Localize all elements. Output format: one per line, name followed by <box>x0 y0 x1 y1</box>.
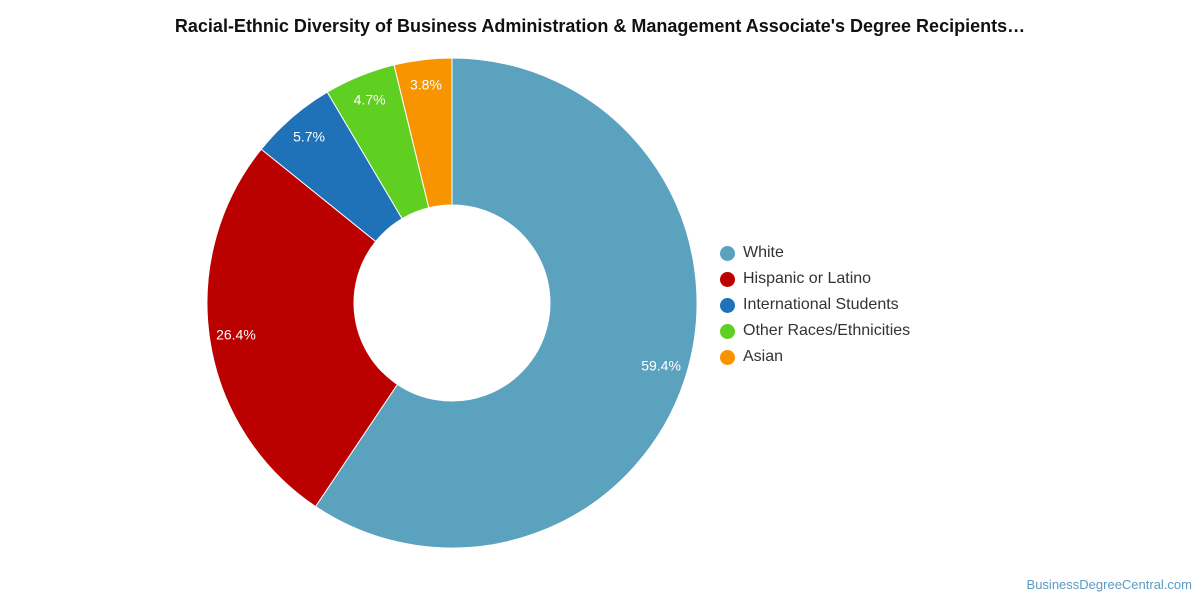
legend-swatch-icon <box>720 245 735 261</box>
legend-swatch-icon <box>720 349 735 365</box>
legend-item-asian[interactable]: Asian <box>720 344 910 370</box>
legend-item-hispanic-or-latino[interactable]: Hispanic or Latino <box>720 266 910 292</box>
slice-hispanic-or-latino[interactable] <box>206 148 399 508</box>
slice-label-international-students: 5.7% <box>293 128 325 144</box>
legend-label: International Students <box>743 296 899 313</box>
legend-label: Other Races/Ethnicities <box>743 322 911 339</box>
slice-asian[interactable] <box>393 57 453 209</box>
legend-swatch-icon <box>720 297 735 313</box>
slice-label-asian: 3.8% <box>410 77 442 93</box>
legend-item-international-students[interactable]: International Students <box>720 292 910 318</box>
legend-swatch-icon <box>720 271 735 287</box>
legend-label: Asian <box>743 348 784 365</box>
chart-legend: White Hispanic or Latino International Stu… <box>720 240 910 370</box>
slice-label-white: 59.4% <box>641 357 681 373</box>
legend-item-white[interactable]: White <box>720 240 910 266</box>
source-credit[interactable]: BusinessDegreeCentral.com <box>1026 577 1192 592</box>
legend-label: White <box>743 244 784 261</box>
legend-swatch-icon <box>720 323 735 339</box>
slice-label-other-races-ethnicities: 4.7% <box>354 91 386 107</box>
slice-label-hispanic-or-latino: 26.4% <box>216 327 256 343</box>
legend-item-other-races-ethnicities[interactable]: Other Races/Ethnicities <box>720 318 910 344</box>
legend-label: Hispanic or Latino <box>743 270 872 287</box>
slice-white[interactable] <box>314 57 698 549</box>
chart-title: Racial-Ethnic Diversity of Business Admi… <box>174 16 1026 36</box>
